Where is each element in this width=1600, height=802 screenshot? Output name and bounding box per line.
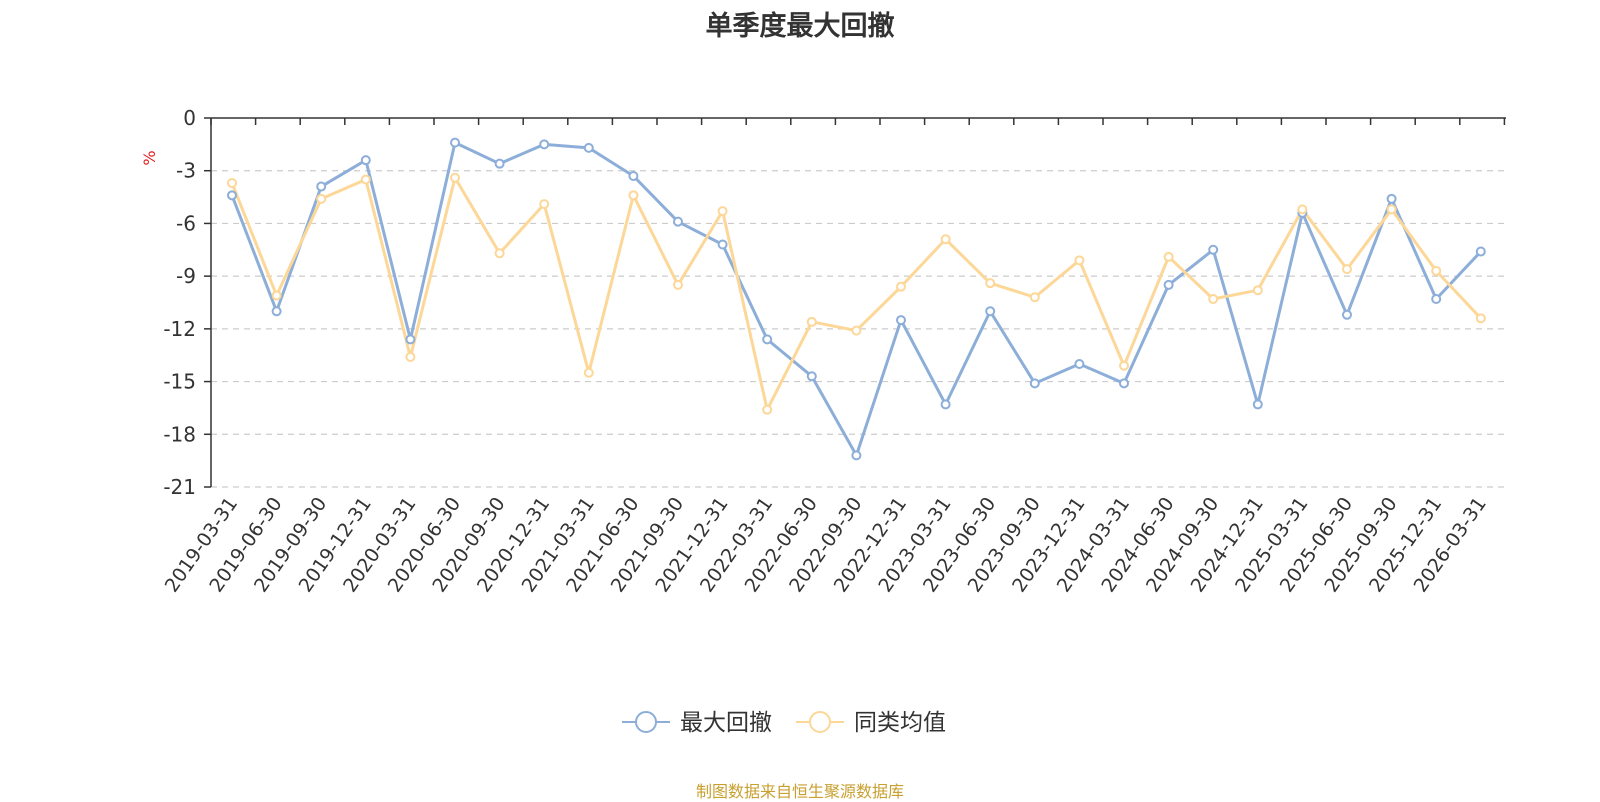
y-tick-label: 0 [183, 106, 196, 130]
legend-marker [635, 711, 657, 733]
data-point [985, 306, 996, 317]
data-point [271, 306, 282, 317]
data-point [1119, 378, 1129, 389]
legend-label: 同类均值 [854, 710, 946, 736]
data-point [227, 190, 237, 201]
data-point [673, 279, 683, 290]
grid-lines [211, 170, 1506, 488]
legend-label: 最大回撤 [680, 710, 772, 736]
y-tick-label: -12 [163, 317, 196, 341]
data-point [360, 174, 371, 185]
data-point [1074, 255, 1085, 266]
y-tick-label: -3 [176, 159, 196, 183]
data-point [1163, 279, 1174, 290]
data-point [1029, 292, 1040, 303]
legend-item-2[interactable]: 同类均值 [796, 710, 946, 736]
data-point [494, 158, 505, 169]
legend-item-1[interactable]: 最大回撤 [622, 710, 772, 736]
data-point [450, 172, 460, 183]
data-point [1163, 251, 1174, 262]
data-point [1029, 378, 1040, 389]
data-point [1431, 265, 1442, 276]
data-point [405, 351, 416, 362]
data-point [1475, 246, 1486, 257]
axes: 0-3-6-9-12-15-18-21%2019-03-312019-06-30… [140, 106, 1506, 596]
data-point [717, 239, 728, 250]
data-point [1208, 293, 1219, 304]
data-point [628, 190, 639, 201]
series-lines [227, 137, 1486, 461]
data-point [1252, 399, 1263, 410]
data-point [1342, 264, 1352, 275]
data-point [360, 155, 371, 166]
source-note: 制图数据来自恒生聚源数据库 [695, 782, 904, 801]
data-point [717, 206, 728, 217]
series-line-1 [230, 141, 1482, 457]
data-point [896, 281, 906, 292]
data-point [896, 315, 906, 326]
y-tick-label: -15 [163, 370, 196, 394]
data-point [1119, 360, 1129, 371]
data-point [1386, 204, 1397, 215]
data-point [762, 404, 773, 415]
y-tick-label: -18 [163, 422, 196, 446]
data-point [227, 178, 237, 189]
y-tick-label: -6 [176, 211, 196, 235]
data-point [1431, 293, 1442, 304]
data-point [583, 367, 594, 378]
data-point [494, 248, 505, 259]
data-point [1074, 359, 1085, 369]
data-point [985, 278, 996, 289]
legend-marker [809, 711, 831, 733]
data-point [450, 137, 460, 148]
data-point [316, 193, 327, 204]
y-tick-label: -9 [176, 264, 196, 288]
legend[interactable]: 最大回撤 同类均值 [622, 710, 946, 736]
data-point [405, 334, 416, 345]
data-point [851, 450, 862, 461]
data-point [806, 371, 817, 382]
data-point [628, 170, 639, 181]
data-point [1297, 204, 1308, 215]
data-point [539, 199, 550, 210]
data-point [673, 216, 683, 227]
data-point [316, 181, 327, 192]
data-point [539, 139, 550, 150]
data-point [271, 290, 282, 301]
data-point [762, 334, 773, 345]
data-point [940, 234, 951, 245]
data-point [583, 142, 594, 153]
data-point [1208, 244, 1219, 255]
chart-title: 单季度最大回撤 [705, 11, 895, 42]
y-axis-label: % [140, 150, 159, 165]
data-point [1475, 313, 1486, 324]
data-point [1252, 285, 1263, 296]
data-point [1342, 309, 1352, 320]
data-point [1386, 193, 1397, 204]
data-point [806, 316, 817, 327]
data-point [940, 399, 951, 410]
y-tick-label: -21 [163, 475, 196, 499]
data-point [851, 325, 862, 336]
